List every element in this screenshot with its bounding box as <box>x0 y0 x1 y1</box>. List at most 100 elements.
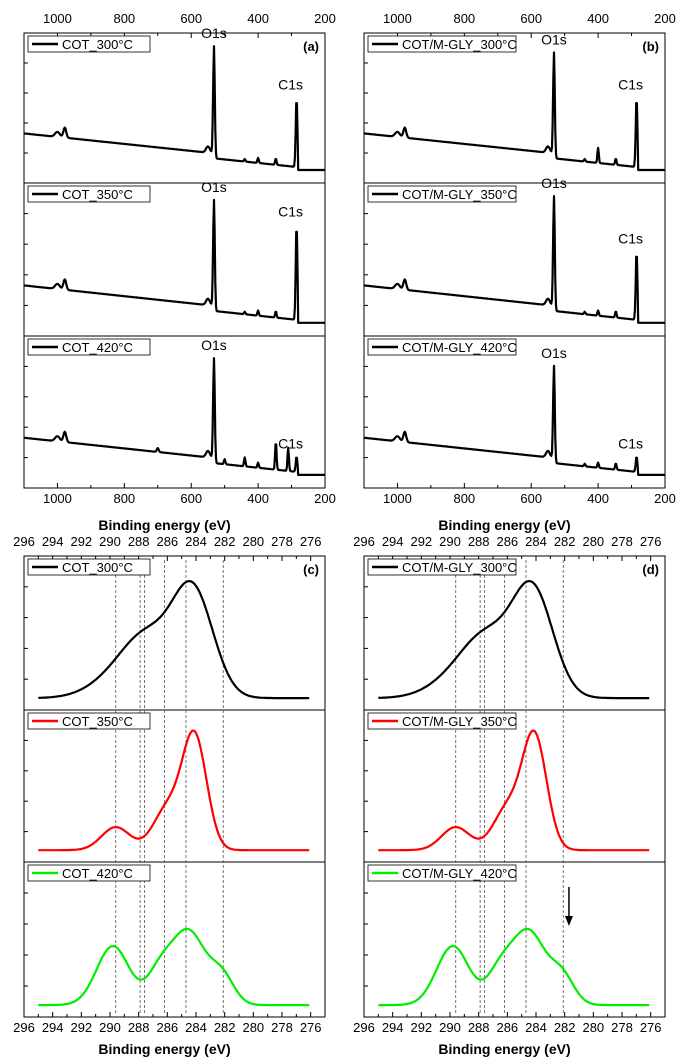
x-tick-label-top: 282 <box>554 534 576 549</box>
legend-box <box>367 185 517 203</box>
x-tick-label-top: 294 <box>382 534 404 549</box>
legend-label: COT_420°C <box>62 340 133 355</box>
legend-label: COT_350°C <box>62 187 133 202</box>
x-tick-label: 600 <box>520 491 542 506</box>
series-line <box>378 927 650 1007</box>
x-tick-label-top: 276 <box>300 534 322 549</box>
x-tick-label-top: 280 <box>242 534 264 549</box>
x-tick-label-top: 294 <box>42 534 64 549</box>
legend-label: COT/M-GLY_420°C <box>402 866 517 881</box>
x-tick-label-top: 600 <box>520 11 542 26</box>
peak-label: O1s <box>201 25 227 41</box>
legend-box <box>27 864 151 882</box>
x-tick-label: 284 <box>525 1020 547 1035</box>
legend-box <box>27 338 151 356</box>
peak-label: C1s <box>278 77 303 93</box>
x-axis-title: Binding energy (eV) <box>98 517 230 533</box>
peak-label: C1s <box>618 230 643 246</box>
series-line <box>363 364 666 476</box>
series-line <box>23 45 326 172</box>
x-tick-label-top: 400 <box>587 11 609 26</box>
peak-label: C1s <box>278 203 303 219</box>
x-tick-label-top: 296 <box>353 534 375 549</box>
x-tick-label: 200 <box>654 491 676 506</box>
x-tick-label-top: 288 <box>128 534 150 549</box>
legend-box <box>27 185 151 203</box>
x-tick-label-top: 200 <box>314 11 336 26</box>
x-tick-label-top: 800 <box>453 11 475 26</box>
x-tick-label-top: 1000 <box>383 11 412 26</box>
plot-frame <box>363 555 666 1018</box>
peak-label: C1s <box>618 77 643 93</box>
legend-label: COT/M-GLY_350°C <box>402 187 517 202</box>
x-tick-label: 400 <box>587 491 609 506</box>
legend-box <box>367 338 517 356</box>
x-tick-label-top: 290 <box>439 534 461 549</box>
series-line <box>23 198 326 324</box>
x-tick-label-top: 1000 <box>43 11 72 26</box>
legend-box <box>27 558 151 576</box>
x-tick-label: 294 <box>382 1020 404 1035</box>
x-tick-label: 294 <box>42 1020 64 1035</box>
x-axis-title: Binding energy (eV) <box>438 517 570 533</box>
series-line <box>38 729 310 852</box>
x-axis-title: Binding energy (eV) <box>98 1041 230 1057</box>
x-tick-label-top: 286 <box>496 534 518 549</box>
x-tick-label-top: 200 <box>654 11 676 26</box>
x-tick-label: 286 <box>156 1020 178 1035</box>
x-tick-label: 276 <box>300 1020 322 1035</box>
panel-b: 1000 1000 800 800 600 600 400 400 200 200 Binding … <box>363 11 676 533</box>
x-tick-label: 282 <box>554 1020 576 1035</box>
x-tick-label-top: 284 <box>525 534 547 549</box>
x-tick-label: 296 <box>353 1020 375 1035</box>
x-tick-label: 278 <box>271 1020 293 1035</box>
legend-box <box>367 712 517 730</box>
x-tick-label-top: 400 <box>247 11 269 26</box>
legend-label: COT_420°C <box>62 866 133 881</box>
x-tick-label-top: 278 <box>271 534 293 549</box>
peak-label: O1s <box>201 179 227 195</box>
x-tick-label: 280 <box>582 1020 604 1035</box>
x-tick-label-top: 296 <box>13 534 35 549</box>
x-tick-label: 288 <box>128 1020 150 1035</box>
x-tick-label: 1000 <box>383 491 412 506</box>
x-tick-label-top: 292 <box>70 534 92 549</box>
panel-letter: (d) <box>642 562 659 577</box>
x-tick-label: 600 <box>180 491 202 506</box>
x-tick-label: 288 <box>468 1020 490 1035</box>
legend-box <box>367 35 517 53</box>
x-tick-label: 800 <box>113 491 135 506</box>
x-tick-label-top: 286 <box>156 534 178 549</box>
series-line <box>363 51 666 172</box>
peak-label: O1s <box>201 337 227 353</box>
x-tick-label: 292 <box>70 1020 92 1035</box>
plot-frame <box>23 555 326 1018</box>
x-tick-label-top: 290 <box>99 534 121 549</box>
x-tick-label-top: 278 <box>611 534 633 549</box>
x-tick-label-top: 284 <box>185 534 207 549</box>
x-tick-label: 296 <box>13 1020 35 1035</box>
legend-label: COT/M-GLY_300°C <box>402 560 517 575</box>
legend-label: COT/M-GLY_420°C <box>402 340 517 355</box>
peak-label: C1s <box>618 435 643 451</box>
legend-label: COT_300°C <box>62 37 133 52</box>
legend-label: COT/M-GLY_350°C <box>402 714 517 729</box>
plot-frame <box>363 32 666 489</box>
x-tick-label: 284 <box>185 1020 207 1035</box>
peak-label: O1s <box>541 175 567 191</box>
series-line <box>23 357 326 476</box>
x-tick-label-top: 276 <box>640 534 662 549</box>
x-tick-label-top: 800 <box>113 11 135 26</box>
x-tick-label-top: 292 <box>410 534 432 549</box>
panel-letter: (b) <box>642 39 659 54</box>
panel-a: 1000 1000 800 800 600 600 400 400 200 200 Binding … <box>23 11 336 533</box>
legend-label: COT_300°C <box>62 560 133 575</box>
panel-letter: (a) <box>303 39 319 54</box>
x-tick-label: 292 <box>410 1020 432 1035</box>
x-tick-label: 278 <box>611 1020 633 1035</box>
x-axis-title: Binding energy (eV) <box>438 1041 570 1057</box>
legend-label: COT/M-GLY_300°C <box>402 37 517 52</box>
plot-frame <box>23 32 326 489</box>
series-line <box>378 580 650 700</box>
